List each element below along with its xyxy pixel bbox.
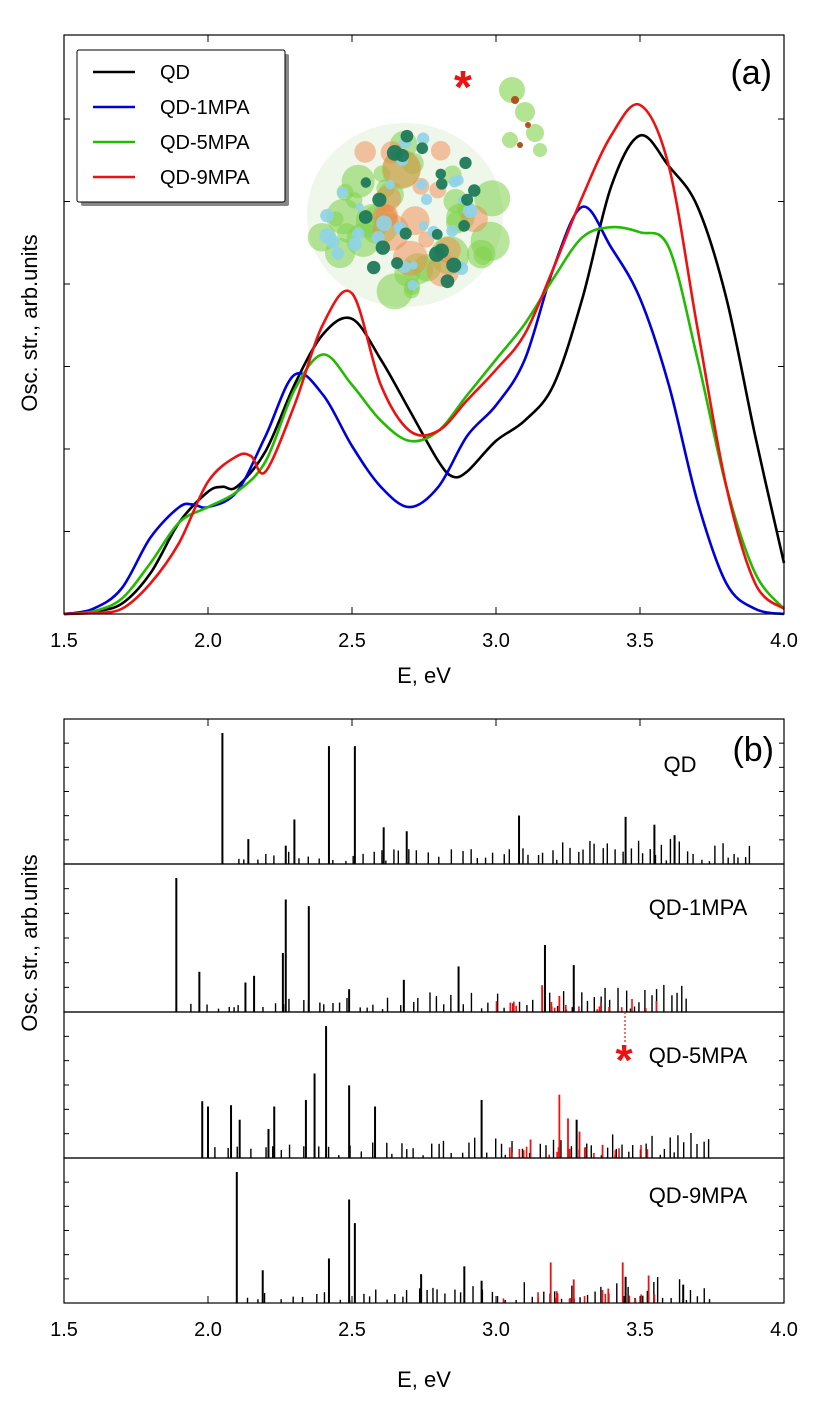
- panel-b-xlabel: E, eV: [397, 1367, 451, 1392]
- subpanel-label-qd-9mpa: QD-9MPA: [649, 1183, 748, 1208]
- panel-a-xtick-label: 3.0: [482, 630, 510, 652]
- panel-a: * 1.5 2.0 2.5 3.0 3.5 4.0 (a) QD QD-1MPA QD-5MP…: [17, 34, 798, 688]
- panel-b-xtick-label: 3.0: [482, 1319, 510, 1341]
- legend-label-qd-1mpa: QD-1MPA: [160, 97, 250, 119]
- legend-label-qd-5mpa: QD-5MPA: [160, 132, 250, 154]
- panel-a-xtick-label: 2.5: [338, 630, 366, 652]
- panel-b-star-marker: *: [615, 1036, 633, 1085]
- subpanel-qd-9mpa: QD-9MPA: [63, 1157, 785, 1304]
- molecule-inset-image: *: [307, 61, 547, 310]
- curve-qd-1mpa: [63, 205, 785, 616]
- panel-b-xtick-label: 4.0: [770, 1319, 798, 1341]
- panel-a-xtick-label: 1.5: [50, 630, 78, 652]
- curve-qd: [63, 134, 786, 616]
- panel-b-ticks: 1.5 2.0 2.5 3.0 3.5 4.0: [50, 719, 798, 1341]
- panel-b-xtick-label: 3.5: [626, 1319, 654, 1341]
- panel-a-frame: [63, 34, 785, 615]
- subpanel-label-qd-1mpa: QD-1MPA: [649, 895, 748, 920]
- panel-b: QD QD-1MPA QD-5MPA QD-9MPA 1.5 2.0 2.5 3.0 3.5 4…: [17, 718, 798, 1392]
- panel-b-ylabel: Osc. str., arb.units: [17, 854, 42, 1031]
- panel-a-star-marker: *: [454, 61, 472, 113]
- panel-a-xtick-label: 3.5: [626, 630, 654, 652]
- panel-b-label: (b): [732, 731, 774, 769]
- panel-b-xtick-label: 2.0: [194, 1319, 222, 1341]
- panel-a-ticks: 1.5 2.0 2.5 3.0 3.5 4.0: [50, 35, 798, 652]
- legend-label-qd: QD: [160, 62, 190, 84]
- subpanel-label-qd-5mpa: QD-5MPA: [649, 1043, 748, 1068]
- legend-label-qd-9mpa: QD-9MPA: [160, 167, 250, 189]
- panel-a-ylabel: Osc. str., arb.units: [17, 234, 42, 411]
- panel-b-xtick-label: 1.5: [50, 1319, 78, 1341]
- legend: QD QD-1MPA QD-5MPA QD-9MPA: [76, 49, 289, 206]
- subpanel-label-qd: QD: [664, 752, 697, 777]
- panel-a-label: (a): [730, 54, 772, 92]
- panel-a-xtick-label: 4.0: [770, 630, 798, 652]
- panel-a-xlabel: E, eV: [397, 663, 451, 688]
- panel-b-xtick-label: 2.5: [338, 1319, 366, 1341]
- curve-qd-9mpa: [63, 102, 785, 616]
- panel-a-curves: [63, 102, 786, 616]
- panel-a-xtick-label: 2.0: [194, 630, 222, 652]
- subpanel-qd: QD: [63, 718, 785, 865]
